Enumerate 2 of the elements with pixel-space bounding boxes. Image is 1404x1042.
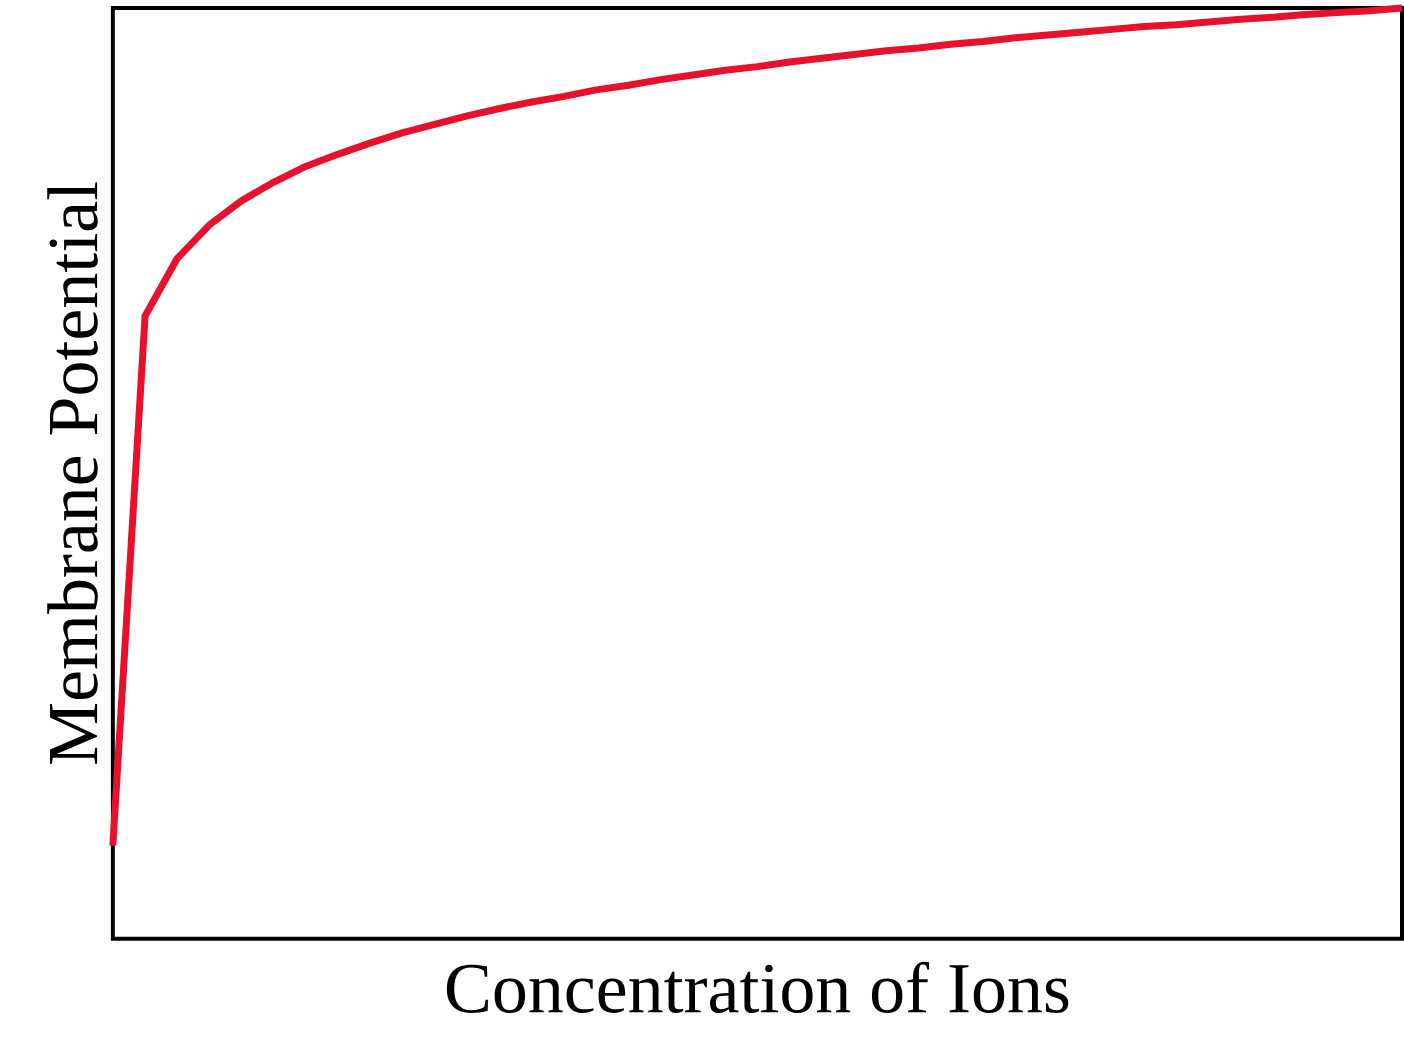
x-axis-title: Concentration of Ions [446, 961, 1069, 1014]
y-axis-title: Membrane Potential [47, 182, 98, 764]
